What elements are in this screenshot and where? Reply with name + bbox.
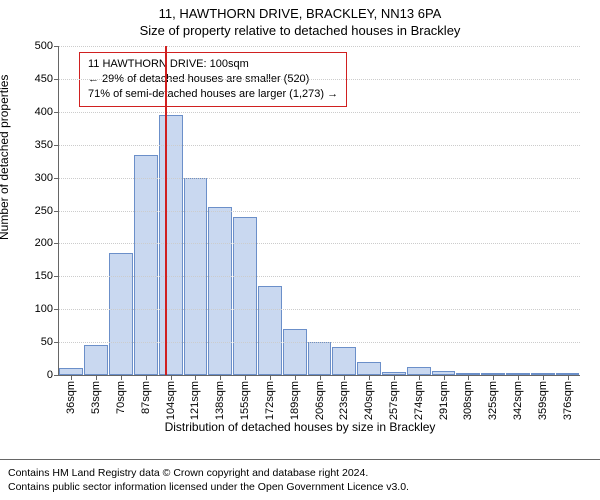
xtick-label: 121sqm <box>189 381 201 420</box>
xtick-label: 257sqm <box>388 381 400 420</box>
xtick-label: 342sqm <box>512 381 524 420</box>
gridline <box>59 178 580 179</box>
xtick-label: 155sqm <box>239 381 251 420</box>
ytick-label: 500 <box>35 40 59 52</box>
ytick-label: 150 <box>35 270 59 282</box>
ytick-label: 300 <box>35 172 59 184</box>
bar <box>332 347 356 375</box>
xtick-label: 206sqm <box>314 381 326 420</box>
xtick-label: 223sqm <box>338 381 350 420</box>
xtick-label: 189sqm <box>289 381 301 420</box>
xtick-label: 104sqm <box>165 381 177 420</box>
gridline <box>59 211 580 212</box>
bar <box>283 329 307 375</box>
xtick-label: 87sqm <box>140 381 152 414</box>
chart: Number of detached properties 11 HAWTHOR… <box>0 40 600 440</box>
xtick-label: 70sqm <box>115 381 127 414</box>
xtick-label: 308sqm <box>462 381 474 420</box>
ytick-label: 400 <box>35 106 59 118</box>
marker-line <box>165 46 167 375</box>
gridline <box>59 309 580 310</box>
bar <box>109 253 133 375</box>
callout-line: 11 HAWTHORN DRIVE: 100sqm <box>88 57 338 72</box>
ytick-label: 0 <box>47 369 59 381</box>
ytick-label: 50 <box>41 336 59 348</box>
xtick-label: 291sqm <box>438 381 450 420</box>
footer: Contains HM Land Registry data © Crown c… <box>0 459 600 498</box>
ytick-label: 100 <box>35 303 59 315</box>
footer-line1: Contains HM Land Registry data © Crown c… <box>8 466 592 480</box>
bar <box>208 207 232 375</box>
callout-line: 71% of semi-detached houses are larger (… <box>88 87 338 102</box>
x-axis-label: Distribution of detached houses by size … <box>0 420 600 434</box>
bar <box>407 367 431 375</box>
gridline <box>59 112 580 113</box>
bar <box>233 217 257 375</box>
xtick-label: 172sqm <box>264 381 276 420</box>
gridline <box>59 276 580 277</box>
xtick-label: 274sqm <box>413 381 425 420</box>
xtick-label: 325sqm <box>487 381 499 420</box>
ytick-label: 250 <box>35 205 59 217</box>
plot-area: 11 HAWTHORN DRIVE: 100sqm← 29% of detach… <box>58 46 580 376</box>
bar <box>258 286 282 375</box>
xtick-label: 376sqm <box>562 381 574 420</box>
page-title-sub: Size of property relative to detached ho… <box>0 23 600 38</box>
bar <box>357 362 381 375</box>
ytick-label: 450 <box>35 73 59 85</box>
gridline <box>59 46 580 47</box>
bar <box>59 368 83 375</box>
ytick-label: 350 <box>35 139 59 151</box>
xtick-label: 53sqm <box>90 381 102 414</box>
xtick-label: 359sqm <box>537 381 549 420</box>
bar <box>308 342 332 375</box>
xtick-label: 138sqm <box>214 381 226 420</box>
bar <box>159 115 183 375</box>
xtick-label: 240sqm <box>363 381 375 420</box>
gridline <box>59 243 580 244</box>
xtick-label: 36sqm <box>65 381 77 414</box>
bar <box>84 345 108 375</box>
ytick-label: 200 <box>35 237 59 249</box>
gridline <box>59 342 580 343</box>
gridline <box>59 145 580 146</box>
gridline <box>59 79 580 80</box>
page-title-address: 11, HAWTHORN DRIVE, BRACKLEY, NN13 6PA <box>0 6 600 21</box>
footer-line2: Contains public sector information licen… <box>8 480 592 494</box>
y-axis-label: Number of detached properties <box>0 75 11 240</box>
